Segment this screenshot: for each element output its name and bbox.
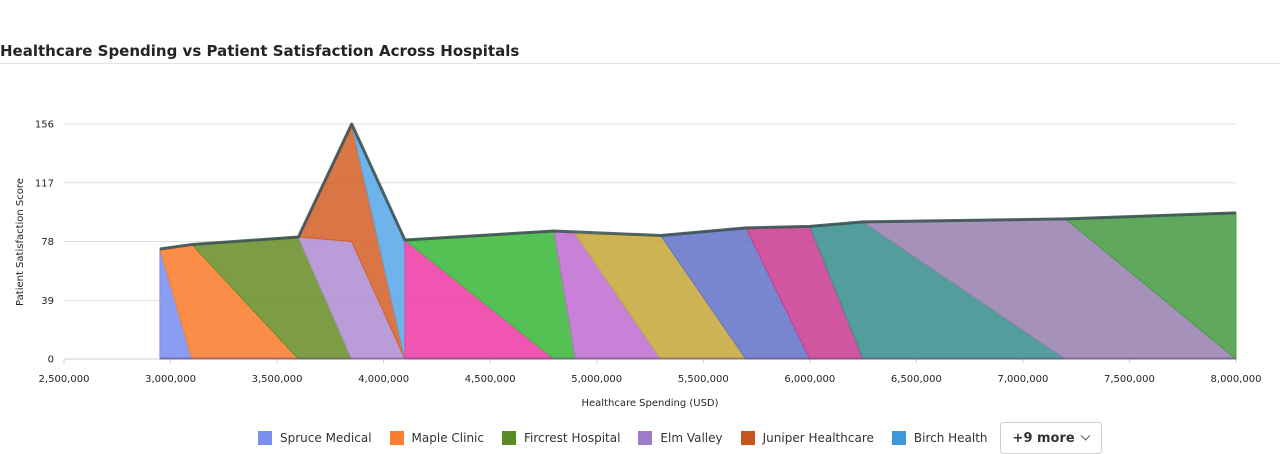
legend-swatch xyxy=(389,431,404,445)
legend-label: Maple Clinic xyxy=(411,431,484,445)
legend-label: Birch Health xyxy=(913,431,988,445)
y-tick-label: 39 xyxy=(41,296,54,307)
x-tick-label: 6,000,000 xyxy=(784,374,835,385)
legend-item[interactable]: Maple Clinic xyxy=(389,431,484,445)
x-tick-label: 7,000,000 xyxy=(997,374,1048,385)
x-tick-label: 2,500,000 xyxy=(39,374,90,385)
x-tick-label: 3,000,000 xyxy=(145,374,196,385)
chevron-down-icon xyxy=(1080,430,1091,441)
x-tick-label: 5,500,000 xyxy=(678,374,729,385)
legend-swatch xyxy=(502,431,516,445)
y-tick-label: 117 xyxy=(35,178,54,189)
legend-label: Juniper Healthcare xyxy=(762,431,874,445)
legend-swatch xyxy=(638,431,653,445)
x-tick-label: 4,500,000 xyxy=(465,374,516,385)
legend-items: Spruce Medical Maple Clinic Fircrest Hospi… xyxy=(258,431,1006,445)
y-axis-title: Patient Satisfaction Score xyxy=(15,178,26,306)
legend-item[interactable]: Fircrest Hospital xyxy=(502,431,620,445)
x-tick-label: 6,500,000 xyxy=(891,374,942,385)
y-tick-label: 0 xyxy=(48,355,54,366)
x-tick-label: 5,000,000 xyxy=(571,374,622,385)
y-tick-label: 78 xyxy=(41,237,54,248)
area-layer xyxy=(159,123,1237,360)
title-divider xyxy=(0,63,1280,64)
axis-layer: 0 39 78 117 156 2,500,000 3,000,000 3,500,000 4,… xyxy=(35,120,1262,386)
legend-swatch xyxy=(740,431,755,445)
more-series-button[interactable]: +9 more xyxy=(999,422,1102,454)
legend: Spruce Medical Maple Clinic Fircrest Hospi… xyxy=(258,422,1102,454)
legend-swatch xyxy=(891,431,906,445)
legend-item[interactable]: Elm Valley xyxy=(638,431,723,445)
legend-swatch xyxy=(258,431,272,445)
x-tick-label: 7,500,000 xyxy=(1104,374,1155,385)
legend-label: Spruce Medical xyxy=(280,431,372,445)
legend-item[interactable]: Birch Health xyxy=(891,431,988,445)
chart-title: Healthcare Spending vs Patient Satisfact… xyxy=(0,42,520,60)
x-tick-label: 3,500,000 xyxy=(252,374,303,385)
y-tick-label: 156 xyxy=(35,120,54,131)
outline-layer xyxy=(159,122,1237,360)
x-tick-label: 4,000,000 xyxy=(358,374,409,385)
legend-item[interactable]: Juniper Healthcare xyxy=(740,431,874,445)
legend-item[interactable]: Spruce Medical xyxy=(258,431,372,445)
more-series-label: +9 more xyxy=(1012,430,1075,446)
outline-line xyxy=(159,122,1237,251)
x-axis-title: Healthcare Spending (USD) xyxy=(581,398,718,409)
legend-label: Fircrest Hospital xyxy=(524,431,621,445)
chart-canvas: 0 39 78 117 156 2,500,000 3,000,000 3,500,000 4,… xyxy=(15,120,1262,410)
legend-label: Elm Valley xyxy=(660,431,723,445)
x-tick-label: 8,000,000 xyxy=(1211,374,1262,385)
